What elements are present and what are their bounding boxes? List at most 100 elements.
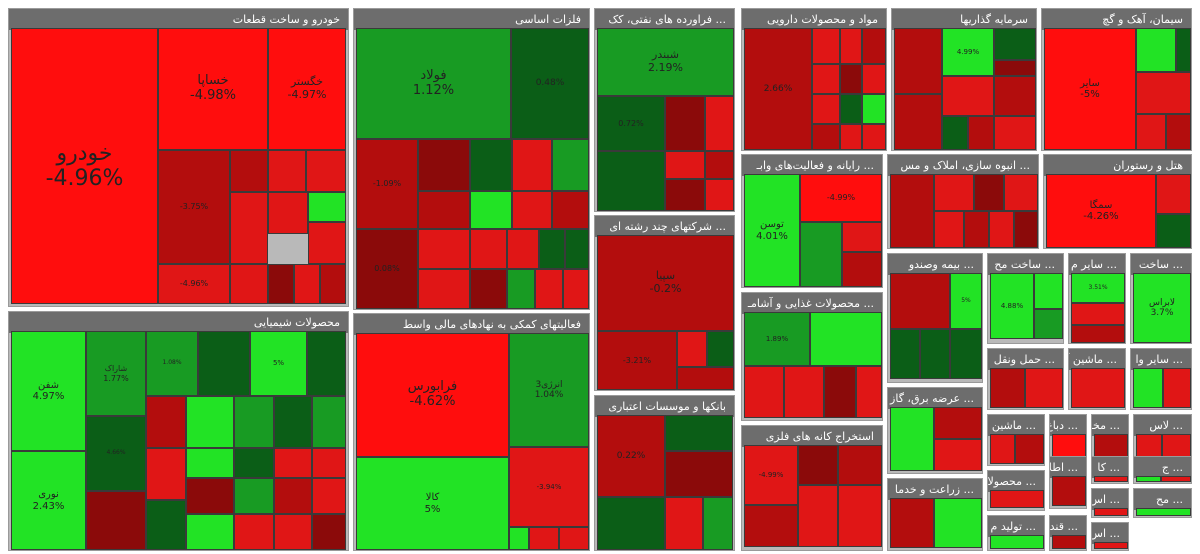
stock-cell[interactable]: [470, 229, 507, 269]
sector-tile[interactable]: سرمایه گذاریها 4.99%: [891, 8, 1037, 151]
stock-cell[interactable]: [665, 415, 733, 451]
stock-cell[interactable]: [320, 264, 346, 304]
stock-cell[interactable]: [838, 485, 882, 547]
stock-cell[interactable]: [529, 527, 559, 550]
stock-cell[interactable]: [1094, 542, 1128, 549]
stock-cell[interactable]: 4.99%: [942, 28, 994, 76]
stock-cell[interactable]: شبندر 2.19%: [597, 28, 734, 96]
stock-cell[interactable]: [234, 396, 274, 448]
sector-tile[interactable]: ... کا: [1091, 456, 1129, 484]
stock-cell[interactable]: [974, 174, 1004, 211]
stock-cell[interactable]: [934, 407, 982, 439]
stock-cell[interactable]: [994, 60, 1036, 76]
sector-tile[interactable]: ... تولید م: [987, 515, 1045, 551]
stock-cell[interactable]: [230, 264, 268, 304]
stock-cell[interactable]: خودرو -4.96%: [11, 28, 158, 304]
stock-cell[interactable]: [274, 396, 312, 448]
stock-cell[interactable]: [312, 478, 346, 514]
stock-cell[interactable]: [990, 368, 1025, 408]
stock-cell[interactable]: [535, 269, 563, 309]
stock-cell[interactable]: [306, 150, 346, 192]
stock-cell[interactable]: [989, 211, 1014, 248]
stock-cell[interactable]: [307, 331, 346, 396]
stock-cell[interactable]: [230, 150, 268, 192]
stock-cell[interactable]: لابراس 3.7%: [1133, 273, 1191, 343]
stock-cell[interactable]: [597, 497, 665, 550]
stock-cell[interactable]: [512, 191, 552, 229]
stock-cell[interactable]: [186, 478, 234, 514]
stock-cell[interactable]: [1161, 476, 1191, 482]
stock-cell[interactable]: [268, 264, 294, 304]
stock-cell[interactable]: [840, 64, 862, 94]
stock-cell[interactable]: [539, 229, 565, 269]
stock-cell[interactable]: [559, 527, 589, 550]
stock-cell[interactable]: [890, 498, 934, 548]
stock-cell[interactable]: خساپا -4.98%: [158, 28, 268, 150]
stock-cell[interactable]: [470, 191, 512, 229]
sector-tile[interactable]: ... محصولا: [987, 470, 1045, 511]
stock-cell[interactable]: [230, 192, 268, 264]
sector-tile[interactable]: ... ماشین آ: [1068, 348, 1126, 410]
sector-tile[interactable]: ... ساخت مح 4.88%: [987, 253, 1064, 344]
stock-cell[interactable]: [234, 514, 274, 550]
stock-cell[interactable]: شفن 4.97%: [11, 331, 86, 451]
stock-cell[interactable]: -3.94%: [509, 447, 589, 527]
stock-cell[interactable]: [1094, 508, 1128, 516]
sector-tile[interactable]: سیمان، آهک و گچ سایر -5%: [1041, 8, 1192, 151]
stock-cell[interactable]: [1034, 273, 1063, 309]
sector-tile[interactable]: ... حمل ونقل: [987, 348, 1064, 410]
stock-cell[interactable]: [842, 222, 882, 252]
sector-tile[interactable]: ... اس: [1091, 488, 1129, 518]
stock-cell[interactable]: [990, 490, 1044, 508]
sector-tile[interactable]: ... ج: [1133, 456, 1192, 484]
sector-tile[interactable]: ... مح: [1133, 488, 1192, 518]
stock-cell[interactable]: [894, 94, 942, 150]
stock-cell[interactable]: [1071, 303, 1125, 325]
stock-cell[interactable]: [552, 139, 589, 191]
sector-tile[interactable]: ... ساخت لابراس 3.7%: [1130, 253, 1192, 344]
sector-tile[interactable]: ... انبوه سازی، املاک و مس: [887, 154, 1039, 249]
stock-cell[interactable]: [274, 478, 312, 514]
stock-cell[interactable]: [470, 139, 512, 191]
stock-cell[interactable]: [964, 211, 989, 248]
stock-cell[interactable]: [1156, 174, 1191, 214]
stock-cell[interactable]: [1166, 114, 1191, 150]
stock-cell[interactable]: خگستر -4.97%: [268, 28, 346, 150]
stock-cell[interactable]: [1163, 368, 1191, 408]
stock-cell[interactable]: انرژی3 1.04%: [509, 333, 589, 447]
stock-cell[interactable]: توسن 4.01%: [744, 174, 800, 287]
stock-cell[interactable]: سپیا -0.2%: [597, 235, 734, 331]
stock-cell[interactable]: [840, 28, 862, 64]
stock-cell[interactable]: [812, 64, 840, 94]
sector-tile[interactable]: ... محصولات غذایی و آشامـ 1.89%: [741, 292, 883, 421]
stock-cell[interactable]: [274, 448, 312, 478]
stock-cell[interactable]: [665, 179, 705, 211]
stock-cell[interactable]: [186, 396, 234, 448]
stock-cell[interactable]: [890, 174, 934, 248]
stock-cell[interactable]: [186, 514, 234, 550]
stock-cell[interactable]: [798, 445, 838, 485]
stock-cell[interactable]: [1014, 211, 1038, 248]
stock-cell[interactable]: [1025, 368, 1063, 408]
sector-tile[interactable]: مواد و محصولات دارویی 2.66%: [741, 8, 887, 151]
stock-cell[interactable]: -1.09%: [356, 139, 418, 229]
sector-tile[interactable]: ... رایانه و فعالیت‌های وابـ توسن 4.01% -4.…: [741, 154, 883, 288]
stock-cell[interactable]: [994, 76, 1036, 116]
sector-tile[interactable]: ... قند و: [1049, 515, 1087, 551]
stock-cell[interactable]: [274, 514, 312, 550]
stock-cell[interactable]: [800, 222, 842, 287]
stock-cell[interactable]: [1034, 309, 1063, 339]
stock-cell[interactable]: [812, 94, 840, 124]
stock-cell[interactable]: [418, 139, 470, 191]
stock-cell[interactable]: [1136, 476, 1161, 482]
stock-cell[interactable]: [677, 367, 734, 390]
stock-cell[interactable]: [942, 76, 994, 116]
stock-cell[interactable]: فرابورس -4.62%: [356, 333, 509, 457]
stock-cell[interactable]: [1004, 174, 1038, 211]
stock-cell[interactable]: -4.96%: [158, 264, 230, 304]
stock-cell[interactable]: 5%: [950, 273, 982, 329]
sector-tile[interactable]: محصولات شیمیایی شفن 4.97% نوری 2.43% شاراک 1.7…: [8, 311, 349, 551]
stock-cell[interactable]: [418, 229, 470, 269]
stock-cell[interactable]: [862, 94, 886, 124]
stock-cell[interactable]: [968, 116, 994, 150]
